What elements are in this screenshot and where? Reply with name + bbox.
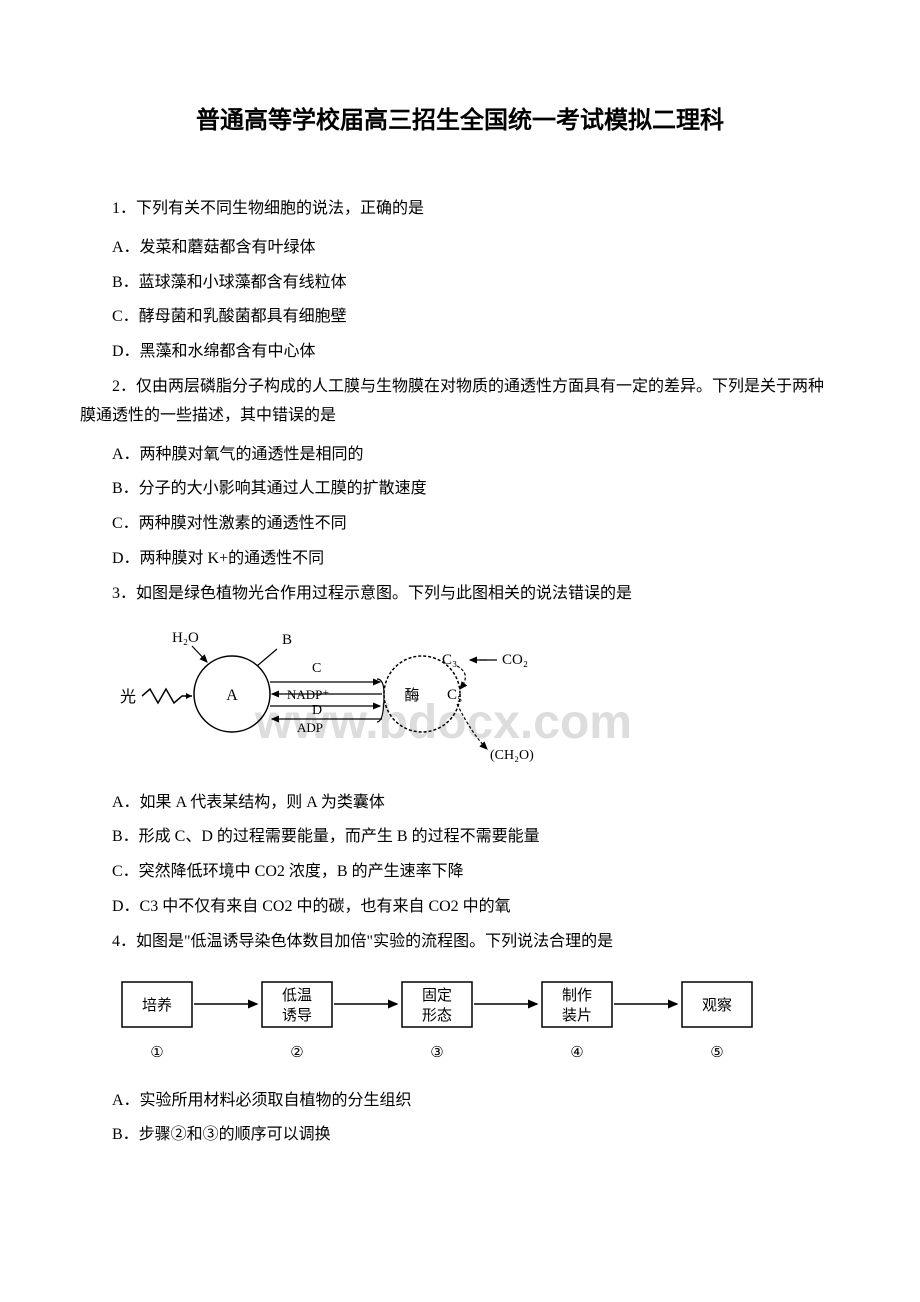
svg-text:(CH₂O): (CH₂O) <box>490 748 534 763</box>
svg-text:③: ③ <box>430 1045 443 1061</box>
svg-text:培养: 培养 <box>142 997 172 1014</box>
question-2-option-a: A．两种膜对氧气的通透性是相同的 <box>80 441 840 470</box>
svg-text:装片: 装片 <box>562 1007 592 1024</box>
photosynthesis-diagram: A 酶 H₂O 光 B C NADP⁺ D ADP <box>112 624 840 774</box>
svg-text:A: A <box>226 687 238 704</box>
question-4-option-a: A．实验所用材料必须取自植物的分生组织 <box>80 1087 840 1116</box>
question-3-option-d: D．C3 中不仅有来自 CO2 中的碳，也有来自 CO2 中的氧 <box>80 893 840 922</box>
question-3-option-a: A．如果 A 代表某结构，则 A 为类囊体 <box>80 789 840 818</box>
svg-text:①: ① <box>150 1045 163 1061</box>
svg-text:C₃: C₃ <box>442 652 457 668</box>
question-1-text: 1．下列有关不同生物细胞的说法，正确的是 <box>80 195 840 224</box>
svg-text:D: D <box>312 703 322 718</box>
question-3-option-c: C．突然降低环境中 CO2 浓度，B 的产生速率下降 <box>80 858 840 887</box>
svg-text:②: ② <box>290 1045 303 1061</box>
svg-text:B: B <box>282 632 292 648</box>
flowchart-diagram: 培养 ① 低温 诱导 ② 固定 形态 ③ 制作 装片 ④ <box>112 972 840 1072</box>
svg-text:诱导: 诱导 <box>282 1007 312 1024</box>
document-title: 普通高等学校届高三招生全国统一考试模拟二理科 <box>80 100 840 135</box>
svg-text:ADP: ADP <box>297 720 323 735</box>
svg-text:④: ④ <box>570 1045 583 1061</box>
question-1-option-a: A．发菜和蘑菇都含有叶绿体 <box>80 234 840 263</box>
svg-text:⑤: ⑤ <box>710 1045 723 1061</box>
question-3-option-b: B．形成 C、D 的过程需要能量，而产生 B 的过程不需要能量 <box>80 823 840 852</box>
question-4-text: 4．如图是"低温诱导染色体数目加倍"实验的流程图。下列说法合理的是 <box>80 928 840 957</box>
svg-text:形态: 形态 <box>422 1007 452 1024</box>
question-2-text: 2．仅由两层磷脂分子构成的人工膜与生物膜在对物质的通透性方面具有一定的差异。下列… <box>80 373 840 431</box>
svg-text:光: 光 <box>120 688 136 706</box>
question-1-option-c: C．酵母菌和乳酸菌都具有细胞壁 <box>80 303 840 332</box>
svg-text:C: C <box>312 661 321 676</box>
svg-text:酶: 酶 <box>404 687 419 704</box>
svg-text:制作: 制作 <box>562 987 592 1004</box>
svg-text:固定: 固定 <box>422 987 452 1004</box>
svg-text:C₅: C₅ <box>447 687 462 703</box>
svg-text:低温: 低温 <box>282 987 312 1004</box>
svg-text:CO₂: CO₂ <box>502 652 528 668</box>
question-2-option-c: C．两种膜对性激素的通透性不同 <box>80 510 840 539</box>
svg-text:观察: 观察 <box>702 996 732 1014</box>
svg-text:H₂O: H₂O <box>172 630 199 646</box>
question-2-option-b: B．分子的大小影响其通过人工膜的扩散速度 <box>80 475 840 504</box>
question-2-option-d: D．两种膜对 K+的通透性不同 <box>80 545 840 574</box>
question-4-option-b: B．步骤②和③的顺序可以调换 <box>80 1121 840 1150</box>
question-1-option-d: D．黑藻和水绵都含有中心体 <box>80 338 840 367</box>
question-3-text: 3．如图是绿色植物光合作用过程示意图。下列与此图相关的说法错误的是 <box>80 580 840 609</box>
question-1-option-b: B．蓝球藻和小球藻都含有线粒体 <box>80 269 840 298</box>
